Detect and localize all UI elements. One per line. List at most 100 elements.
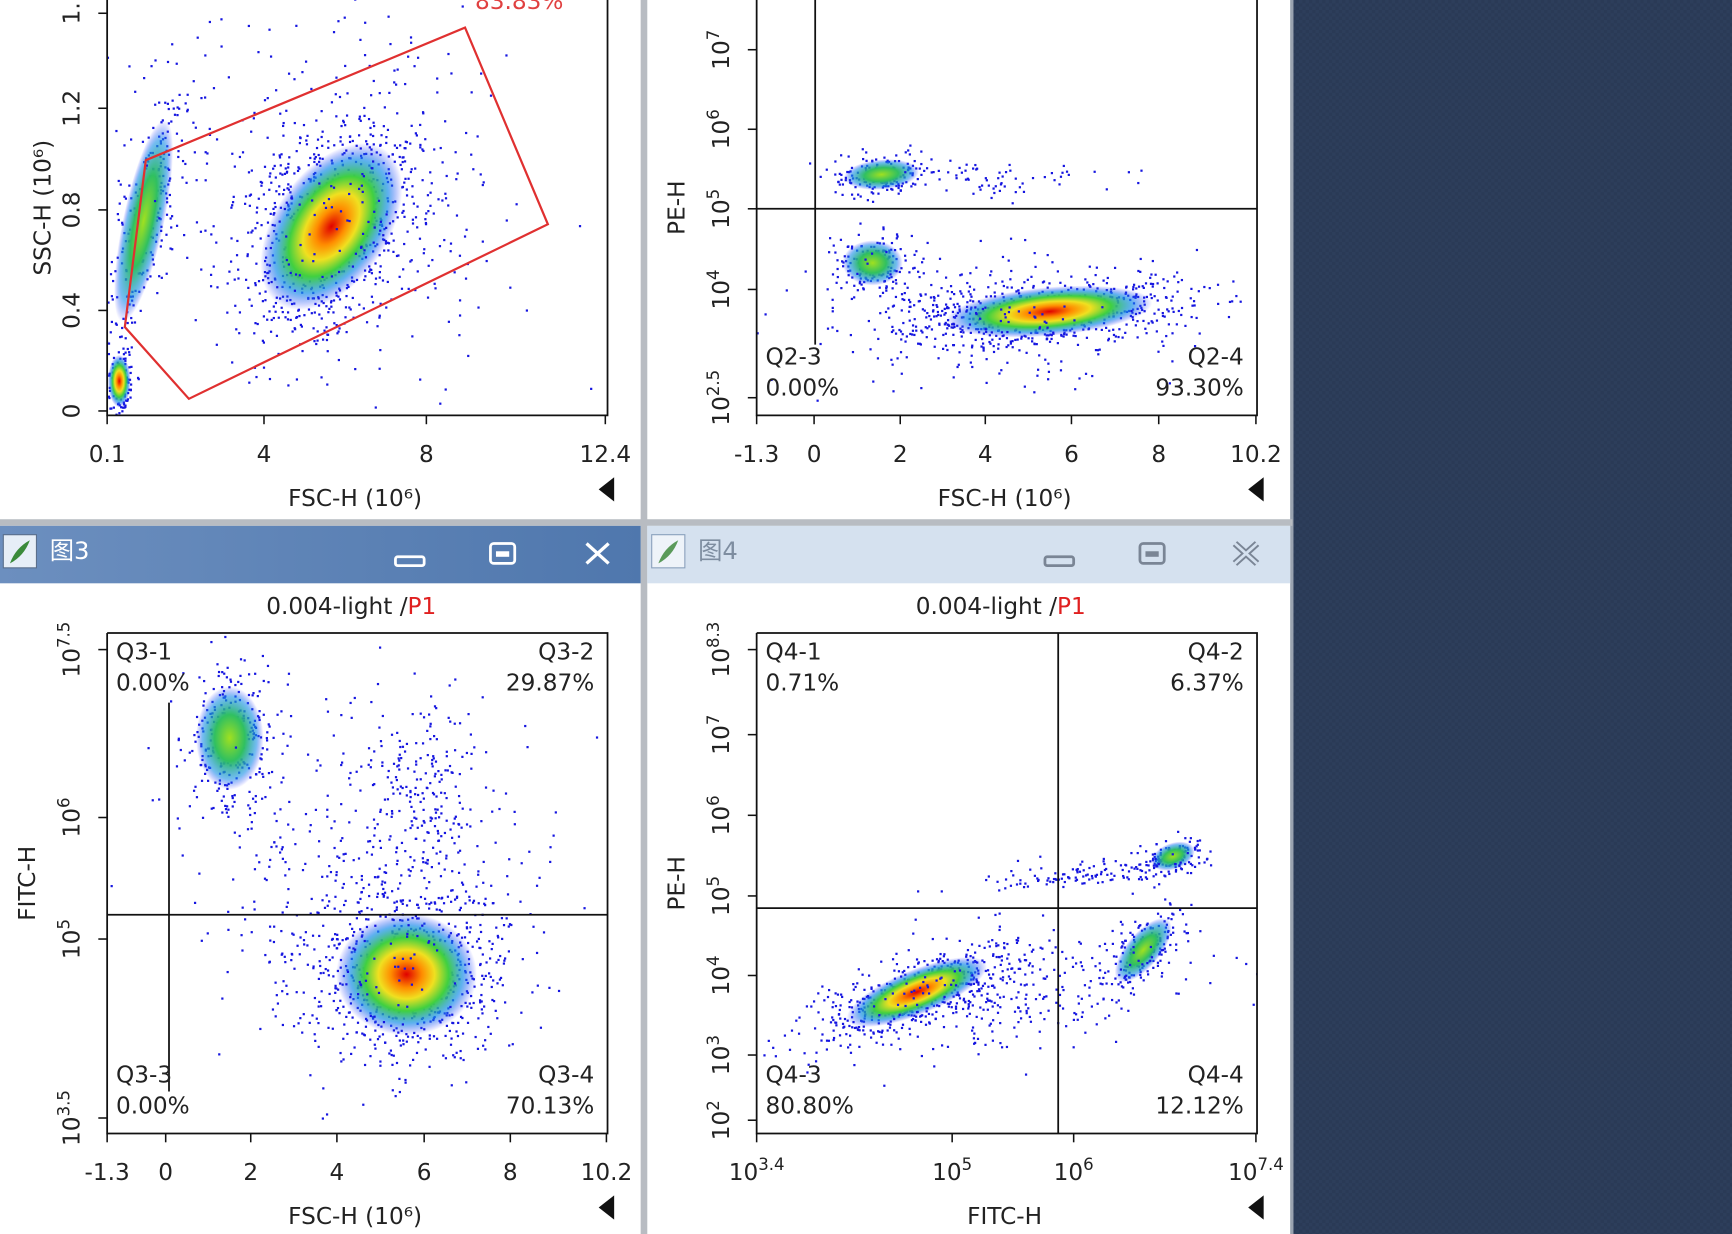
event-dot: [158, 275, 161, 278]
event-dot: [178, 827, 181, 830]
event-dot: [408, 874, 411, 877]
event-dot: [354, 948, 357, 951]
event-dot: [434, 811, 438, 814]
event-dot: [411, 866, 414, 869]
minimize-button[interactable]: [394, 555, 426, 568]
event-dot: [967, 1007, 970, 1010]
event-dot: [457, 794, 461, 798]
event-dot: [920, 1020, 923, 1023]
event-dot: [281, 990, 284, 993]
event-dot: [351, 139, 354, 143]
event-dot: [313, 311, 316, 314]
event-dot: [967, 290, 970, 293]
event-dot: [319, 972, 322, 975]
event-dot: [977, 988, 981, 991]
event-dot: [1004, 171, 1008, 174]
event-dot: [403, 160, 407, 163]
event-dot: [1009, 237, 1013, 240]
event-dot: [974, 951, 977, 954]
event-dot: [851, 1026, 854, 1029]
tick-label: 0: [158, 1159, 173, 1186]
event-dot: [1171, 332, 1174, 335]
maximize-button[interactable]: [1138, 542, 1166, 565]
event-dot: [404, 140, 407, 143]
event-dot: [404, 1078, 407, 1082]
event-dot: [175, 62, 178, 65]
event-dot: [895, 154, 898, 157]
event-dot: [237, 680, 240, 684]
event-dot: [248, 381, 251, 384]
event-dot: [342, 903, 346, 907]
event-dot: [1053, 179, 1056, 182]
event-dot: [1135, 287, 1138, 290]
event-dot: [226, 666, 229, 669]
scale-button[interactable]: [598, 1195, 615, 1220]
event-dot: [469, 733, 472, 736]
scale-button[interactable]: [1248, 477, 1264, 502]
event-dot: [445, 750, 448, 753]
event-dot: [126, 321, 129, 325]
event-dot: [365, 321, 369, 324]
scale-button[interactable]: [598, 477, 615, 502]
event-dot: [395, 863, 399, 866]
event-dot: [481, 1012, 484, 1015]
event-dot: [459, 906, 462, 909]
event-dot: [834, 1004, 838, 1008]
event-dot: [273, 201, 276, 205]
event-dot: [894, 295, 898, 299]
event-dot: [497, 936, 500, 939]
event-dot: [980, 184, 984, 187]
minimize-button[interactable]: [1043, 555, 1076, 568]
event-dot: [117, 351, 120, 354]
close-button[interactable]: [585, 542, 610, 565]
event-dot: [279, 172, 282, 175]
event-dot: [881, 291, 885, 294]
event-dot: [966, 177, 969, 180]
event-dot: [969, 272, 972, 275]
event-dot: [343, 16, 346, 19]
event-dot: [269, 858, 272, 862]
event-dot: [835, 281, 838, 284]
event-dot: [361, 190, 364, 193]
maximize-button[interactable]: [489, 542, 517, 565]
event-dot: [328, 900, 331, 903]
event-dot: [900, 372, 903, 375]
event-dot: [150, 65, 153, 68]
event-dot: [382, 125, 385, 128]
event-dot: [1006, 361, 1009, 364]
event-dot: [415, 763, 418, 766]
event-dot: [450, 771, 453, 774]
event-dot: [1239, 300, 1242, 303]
event-dot: [421, 792, 424, 795]
event-dot: [382, 895, 385, 898]
event-dot: [285, 905, 288, 908]
event-dot: [1151, 321, 1154, 324]
event-dot: [256, 206, 259, 209]
event-dot: [209, 273, 213, 276]
event-dot: [252, 692, 255, 695]
event-dot: [938, 257, 942, 260]
event-dot: [326, 383, 329, 386]
event-dot: [1043, 320, 1046, 323]
event-dot: [422, 861, 425, 864]
event-dot: [509, 286, 512, 289]
event-dot: [392, 250, 395, 253]
event-dot: [936, 270, 939, 273]
event-dot: [1046, 326, 1049, 329]
event-dot: [408, 800, 412, 803]
event-dot: [327, 945, 330, 948]
event-dot: [379, 1060, 382, 1063]
event-dot: [272, 736, 275, 739]
event-dot: [268, 188, 271, 191]
event-dot: [1150, 320, 1153, 323]
event-dot: [229, 260, 233, 263]
event-dot: [410, 168, 413, 171]
event-dot: [200, 268, 203, 271]
event-dot: [378, 276, 381, 279]
event-dot: [1184, 324, 1187, 328]
event-dot: [416, 903, 419, 907]
tick-label: -1.3: [85, 1159, 130, 1186]
dot-plot: [107, 0, 593, 416]
event-dot: [968, 323, 972, 326]
event-dot: [136, 376, 140, 380]
